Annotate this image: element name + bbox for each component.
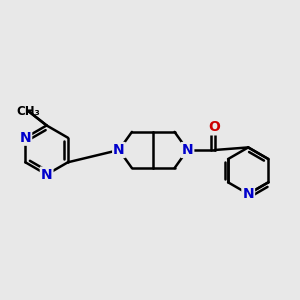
Text: N: N — [182, 143, 193, 157]
Text: O: O — [209, 120, 220, 134]
Text: N: N — [20, 131, 31, 145]
Text: CH₃: CH₃ — [17, 105, 40, 118]
Text: N: N — [113, 143, 125, 157]
Text: N: N — [242, 187, 254, 201]
Text: N: N — [41, 168, 52, 182]
